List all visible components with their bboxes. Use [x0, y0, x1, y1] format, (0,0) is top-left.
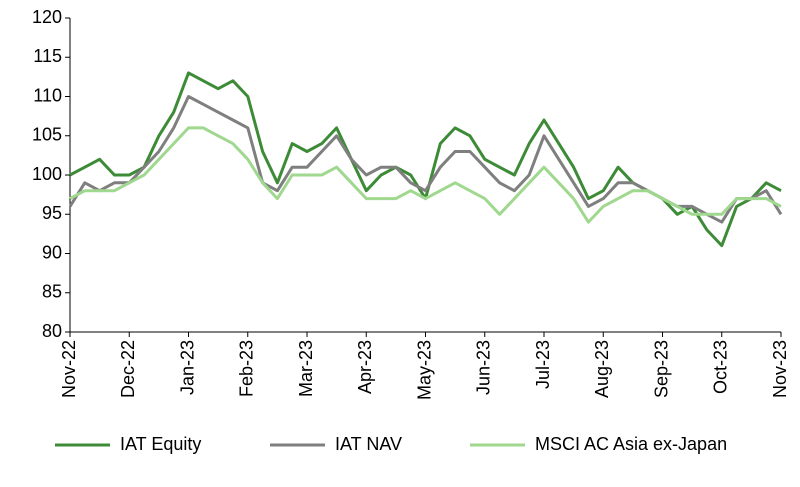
series-line — [69, 126, 782, 224]
x-tick-label: Jul-23 — [533, 340, 553, 389]
y-tick-label: 85 — [42, 282, 62, 302]
x-tick-label: Jan-23 — [177, 340, 197, 395]
x-tick-label: Aug-23 — [592, 340, 612, 398]
x-tick-label: Dec-22 — [118, 340, 138, 398]
y-tick-label: 120 — [32, 7, 62, 27]
y-tick-label: 90 — [42, 242, 62, 262]
y-tick-label: 80 — [42, 321, 62, 341]
y-tick-label: 115 — [33, 46, 62, 66]
y-tick-label: 100 — [32, 164, 62, 184]
x-tick-label: May-23 — [414, 340, 434, 400]
x-tick-label: Apr-23 — [355, 340, 375, 394]
x-tick-label: Mar-23 — [296, 340, 316, 397]
series-line — [69, 71, 782, 248]
x-tick-label: Feb-23 — [237, 340, 257, 397]
legend-label: IAT Equity — [120, 434, 201, 454]
x-tick-label: Oct-23 — [711, 340, 731, 394]
y-tick-label: 110 — [33, 85, 62, 105]
y-tick-label: 95 — [42, 203, 62, 223]
x-tick-label: Nov-23 — [770, 340, 790, 398]
x-tick-label: Jun-23 — [474, 340, 494, 395]
y-tick-label: 105 — [32, 125, 62, 145]
x-tick-label: Nov-22 — [59, 340, 79, 398]
x-tick-label: Sep-23 — [651, 340, 671, 398]
legend-label: IAT NAV — [335, 434, 402, 454]
legend-label: MSCI AC Asia ex-Japan — [535, 434, 727, 454]
